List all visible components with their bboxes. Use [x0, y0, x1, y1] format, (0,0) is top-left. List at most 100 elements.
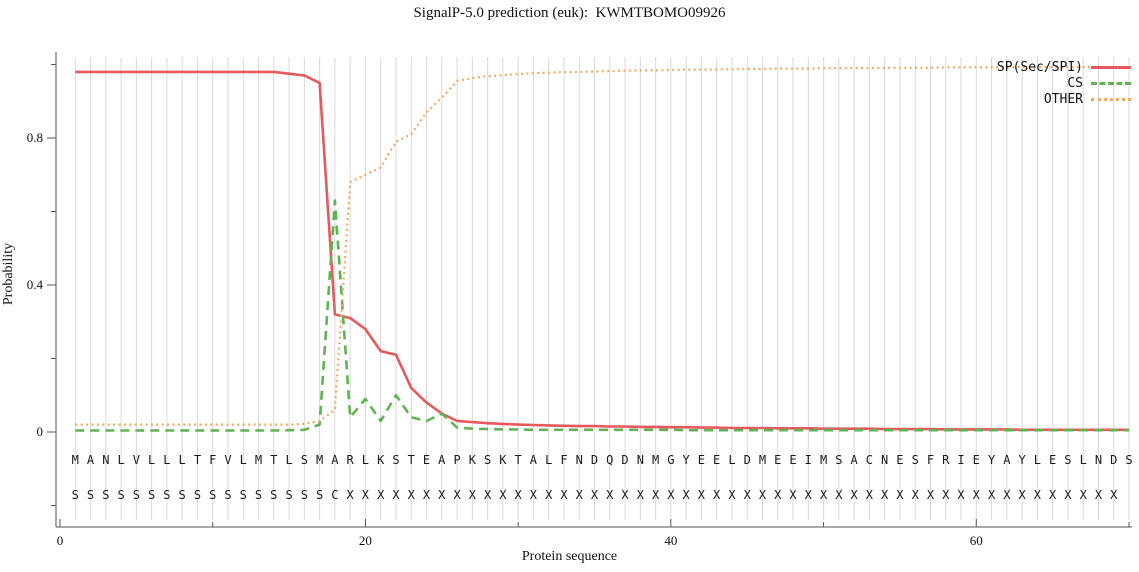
sequence-letter: X — [957, 488, 965, 502]
sequence-letter: S — [102, 488, 109, 502]
sequence-letter: T — [194, 453, 201, 467]
sequence-letter: S — [301, 488, 308, 502]
sequence-letter: E — [774, 453, 781, 467]
sequence-letter: K — [469, 453, 477, 467]
sequence-letter: X — [408, 488, 416, 502]
sequence-letter: X — [606, 488, 614, 502]
sequence-letter: X — [1095, 488, 1103, 502]
sequence-letter: M — [72, 453, 79, 467]
x-tick-label: 0 — [57, 533, 64, 548]
legend-label-cs: CS — [1067, 76, 1083, 91]
sequence-letter: X — [576, 488, 584, 502]
sequence-letter: S — [240, 488, 247, 502]
axes — [55, 52, 1132, 528]
chart-title: SignalP-5.0 prediction (euk): KWMTBOMO09… — [413, 5, 726, 21]
sequence-letter: S — [484, 453, 491, 467]
sequence-letter: E — [973, 453, 980, 467]
sequence-letter: X — [392, 488, 400, 502]
sequence-letter: S — [316, 488, 323, 502]
sequence-letter: X — [835, 488, 843, 502]
sequence-letter: I — [805, 453, 812, 467]
sequence-letter: S — [301, 453, 308, 467]
sequence-letter: L — [240, 453, 247, 467]
sequence-letter: K — [377, 453, 385, 467]
sequence-letter: X — [988, 488, 996, 502]
sequence-letter: L — [545, 453, 552, 467]
sequence-letter: X — [698, 488, 706, 502]
sequence-letter: E — [423, 453, 430, 467]
sequence-letter: E — [789, 453, 796, 467]
sequence-letter: E — [713, 453, 720, 467]
sequence-letter: P — [453, 453, 460, 467]
x-tick-label: 40 — [664, 533, 677, 548]
sequence-letter: X — [469, 488, 477, 502]
sequence-letter: Y — [683, 453, 691, 467]
sequence-letter: V — [133, 453, 140, 467]
sequence-letter: N — [1095, 453, 1102, 467]
sequence-letter: R — [347, 453, 355, 467]
sequence-letter: X — [1080, 488, 1088, 502]
series-line-cs — [75, 199, 1129, 432]
sequence-letter: X — [530, 488, 538, 502]
x-tick-label: 20 — [359, 533, 372, 548]
sequence-letter: X — [820, 488, 828, 502]
sequence-letter: F — [560, 453, 567, 467]
sequence-letter: S — [835, 453, 842, 467]
sequence-letter: L — [148, 453, 155, 467]
sequence-letter: C — [331, 488, 338, 502]
sequence-letter: X — [438, 488, 446, 502]
sequence-letter: X — [453, 488, 461, 502]
legend-label-other: OTHER — [1043, 92, 1083, 107]
sequence-letter: X — [728, 488, 736, 502]
sequence-letter: Y — [988, 453, 996, 467]
sequence-letter: S — [148, 488, 155, 502]
sequence-letter: A — [438, 453, 446, 467]
sequence-letter: X — [423, 488, 431, 502]
sequence-letter: L — [163, 453, 170, 467]
sequence-letter: S — [392, 453, 399, 467]
sequence-letter: N — [576, 453, 583, 467]
sequence-letter: E — [896, 453, 903, 467]
sequence-letter: M — [316, 453, 323, 467]
legend-line-sample-sp — [1091, 66, 1131, 69]
sequence-letter: X — [774, 488, 782, 502]
sequence-letter: D — [591, 453, 598, 467]
sequence-letter: S — [87, 488, 94, 502]
sequence-letter: S — [133, 488, 140, 502]
sequence-letter: X — [652, 488, 660, 502]
legend-line-sample-other — [1091, 98, 1131, 101]
sequence-letter: R — [942, 453, 950, 467]
sequence-letter: X — [789, 488, 797, 502]
sequence-letter: X — [1018, 488, 1026, 502]
y-axis-ticks: 0 0.4 0.8 — [27, 64, 56, 506]
sequence-letter: S — [209, 488, 216, 502]
sequence-letter: M — [759, 453, 766, 467]
sequence-letter: A — [1003, 453, 1011, 467]
sequence-letter: X — [1003, 488, 1011, 502]
sequence-letter: X — [591, 488, 599, 502]
sequence-letter: X — [973, 488, 981, 502]
sequence-letter: I — [957, 453, 964, 467]
sequence-letter: X — [683, 488, 691, 502]
sequence-letter: A — [530, 453, 538, 467]
sequence-letter: X — [1034, 488, 1042, 502]
sequence-letter: L — [117, 453, 124, 467]
legend-label-sp: SP(Sec/SPI) — [996, 60, 1083, 75]
series-line-other — [75, 65, 1129, 426]
sequence-letter: X — [484, 488, 492, 502]
legend-line-sample-cs — [1091, 82, 1131, 85]
y-tick-label: 0.8 — [27, 130, 43, 145]
sequence-letter: X — [759, 488, 767, 502]
sequence-letter: L — [285, 453, 292, 467]
sequence-letter: G — [667, 453, 674, 467]
sequence-letter: S — [285, 488, 292, 502]
sequence-letter: L — [1034, 453, 1041, 467]
sequence-letter: S — [1125, 453, 1132, 467]
sequence-letter: A — [850, 453, 858, 467]
sequence-letter: X — [850, 488, 858, 502]
sequence-letter: S — [72, 488, 79, 502]
sequence-letter: S — [224, 488, 231, 502]
x-axis-label: Protein sequence — [521, 549, 618, 564]
